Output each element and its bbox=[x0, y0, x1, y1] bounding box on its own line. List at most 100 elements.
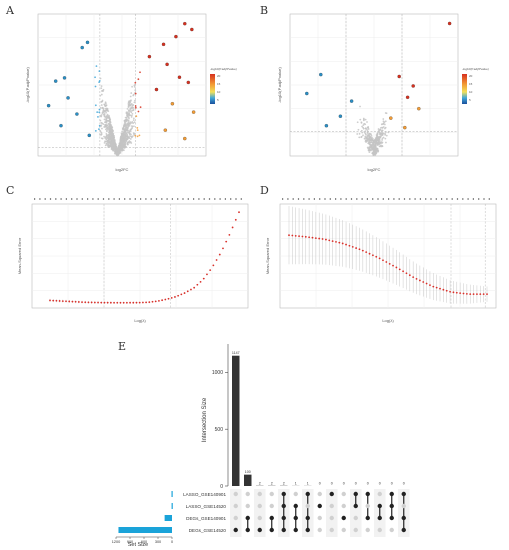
data-point bbox=[377, 131, 379, 133]
data-point bbox=[377, 128, 380, 130]
data-point bbox=[104, 115, 106, 118]
data-point bbox=[102, 113, 105, 116]
data-point bbox=[127, 136, 129, 139]
set-labels: LASSO_GSE140901 LASSO_GSE14520 DEGs_GSE140… bbox=[183, 492, 226, 533]
highlighted-point bbox=[147, 54, 152, 59]
data-point bbox=[127, 106, 130, 109]
data-point bbox=[372, 154, 375, 156]
membership-dot-on bbox=[305, 515, 310, 521]
cv-point bbox=[465, 292, 468, 295]
cv-point bbox=[58, 300, 61, 302]
legend-tick: 5 bbox=[217, 98, 219, 102]
membership-dot-off bbox=[257, 503, 262, 509]
data-point bbox=[366, 129, 369, 132]
data-point bbox=[374, 153, 377, 156]
data-point bbox=[115, 151, 118, 154]
cv-point bbox=[298, 235, 300, 238]
highlighted-point bbox=[190, 27, 194, 32]
data-point bbox=[369, 138, 371, 141]
cv-point bbox=[361, 249, 364, 252]
set-axis-tick-label: 1200 bbox=[112, 540, 120, 544]
data-point bbox=[362, 117, 365, 120]
membership-dot-on bbox=[377, 515, 382, 521]
cv-point bbox=[335, 240, 337, 243]
cv-point bbox=[422, 281, 425, 283]
intersection-bar bbox=[244, 474, 252, 486]
cv-point bbox=[365, 251, 368, 254]
cv-point bbox=[138, 301, 141, 304]
cv-point bbox=[106, 301, 109, 304]
membership-dot-on bbox=[365, 515, 370, 521]
data-point bbox=[129, 95, 132, 98]
data-point bbox=[133, 101, 136, 104]
top-axis-mark bbox=[102, 198, 105, 200]
data-point bbox=[363, 122, 366, 125]
cv-point bbox=[291, 234, 294, 237]
cv-point bbox=[348, 244, 351, 247]
data-point bbox=[376, 134, 378, 137]
membership-dot-on bbox=[401, 515, 406, 521]
cv-point bbox=[382, 259, 384, 262]
data-point bbox=[120, 136, 123, 139]
data-point bbox=[105, 117, 108, 120]
intersection-axis: 0 500 1000 Intersection Size bbox=[202, 344, 229, 490]
data-point bbox=[98, 81, 101, 84]
data-point bbox=[98, 111, 101, 114]
data-point bbox=[112, 134, 115, 137]
highlighted-point bbox=[403, 125, 407, 130]
cv-point bbox=[113, 301, 115, 304]
cv-point bbox=[100, 301, 103, 304]
data-point bbox=[136, 126, 139, 129]
data-point bbox=[383, 127, 386, 130]
data-point bbox=[105, 120, 108, 123]
data-point bbox=[360, 121, 363, 124]
data-point bbox=[105, 111, 107, 114]
cv-point bbox=[186, 290, 189, 293]
data-point bbox=[371, 151, 374, 154]
data-point bbox=[129, 109, 131, 111]
data-point bbox=[136, 135, 139, 138]
bar-value-label: 0 bbox=[319, 482, 321, 486]
membership-dot-on bbox=[317, 503, 322, 509]
data-point bbox=[108, 117, 111, 120]
membership-dot-on bbox=[293, 527, 298, 533]
data-point bbox=[134, 89, 137, 92]
membership-dot-on bbox=[293, 515, 298, 521]
data-point bbox=[128, 133, 131, 136]
top-axis-mark bbox=[166, 198, 168, 200]
volcano-plot-b: log2FC -log10(P.adj/Pvalue) -log10(P.adj… bbox=[277, 13, 489, 172]
data-point bbox=[118, 146, 121, 149]
data-point bbox=[364, 118, 367, 121]
matrix-stripe bbox=[326, 489, 338, 537]
cv-point bbox=[479, 293, 482, 296]
data-point bbox=[123, 140, 126, 142]
data-point bbox=[123, 128, 126, 131]
cv-point bbox=[425, 282, 428, 285]
highlighted-point bbox=[177, 75, 182, 79]
color-legend: -log10(P.adj/Pvalue) 20 15 10 5 bbox=[210, 67, 237, 104]
set-size-bar bbox=[171, 491, 173, 497]
data-point bbox=[100, 133, 103, 136]
highlighted-point bbox=[405, 95, 410, 100]
bar-value-label: 0 bbox=[391, 482, 393, 486]
data-point bbox=[120, 134, 123, 136]
top-axis-mark bbox=[155, 198, 158, 200]
cv-point bbox=[238, 211, 240, 214]
data-point bbox=[130, 111, 133, 114]
top-axis-mark bbox=[335, 198, 337, 200]
data-point bbox=[100, 85, 103, 88]
legend-title: -log10(P.adj/Pvalue) bbox=[210, 67, 237, 71]
cv-point bbox=[145, 301, 148, 304]
legend-colorbar bbox=[462, 74, 467, 104]
cv-point bbox=[193, 286, 196, 289]
data-point bbox=[108, 137, 111, 140]
top-axis-counts bbox=[282, 198, 490, 200]
data-point bbox=[106, 143, 109, 146]
data-point bbox=[129, 138, 132, 140]
top-axis-mark bbox=[235, 198, 237, 200]
top-axis-mark bbox=[76, 198, 78, 200]
cv-point bbox=[206, 273, 208, 276]
data-point bbox=[100, 101, 103, 103]
top-axis-mark bbox=[187, 198, 189, 200]
membership-matrix bbox=[230, 489, 410, 537]
